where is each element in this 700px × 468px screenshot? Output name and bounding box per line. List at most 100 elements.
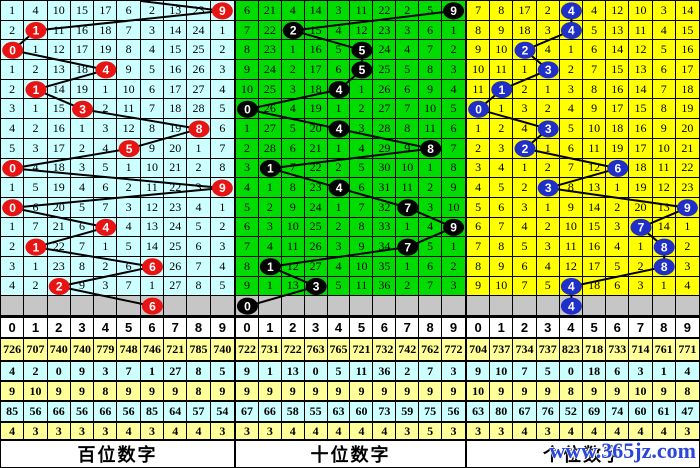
pending-cell <box>94 296 118 316</box>
digit-header-cell: 0 <box>236 318 259 337</box>
trend-cell: 7 <box>236 237 259 257</box>
panel-label-units: 个位数字 <box>467 439 699 467</box>
trend-cell: 1 <box>419 158 443 179</box>
trend-cell: 7 <box>513 276 537 297</box>
stat-cell: 56 <box>447 404 460 418</box>
stat-cell: 3 <box>24 423 48 439</box>
trend-cell: 7 <box>583 60 607 80</box>
pending-cell <box>606 296 630 316</box>
trend-cell: 4 <box>24 158 48 179</box>
pending-cell <box>210 296 234 316</box>
trend-cell: 14 <box>583 197 607 218</box>
trend-cell <box>210 178 234 198</box>
trend-cell: 8 <box>652 99 676 120</box>
trend-cell: 11 <box>350 276 374 297</box>
trend-cell: 9 <box>236 60 259 80</box>
trend-cell: 4 <box>1 276 25 297</box>
stat-cell: 80 <box>490 402 514 421</box>
trend-cell: 29 <box>373 138 397 159</box>
digit-header-cell: 3 <box>537 318 560 337</box>
trend-cell: 8 <box>117 40 141 61</box>
digit-header-cell: 0 <box>467 318 491 337</box>
stat-row-1: 4 2 0 9 3 7 1 27 8 5 <box>1 360 234 380</box>
digit-header-cell: 8 <box>419 318 443 337</box>
stat-cell: 66 <box>94 402 118 421</box>
trend-cell: 1 <box>559 40 583 61</box>
trend-grid-units: 7 8 17 2 4 12 10 3 14 8 9 18 3 5 13 11 4 15 9 10 4 1 6 14 12 5 16 1… <box>467 1 699 316</box>
trend-cell: 1 <box>117 158 141 179</box>
trend-cell: 2 <box>396 276 420 297</box>
trend-cell: 24 <box>164 217 188 238</box>
trend-cell: 27 <box>304 256 328 277</box>
stat-cell: 4 <box>164 423 188 439</box>
stat-cell: 3 <box>94 423 118 439</box>
trend-cell: 12 <box>559 256 583 277</box>
trend-cell: 25 <box>164 237 188 257</box>
stat-cell: 3 <box>71 423 95 439</box>
trend-cell: 4 <box>187 197 211 218</box>
trend-cell: 6 <box>419 256 443 277</box>
digit-header-cell: 1 <box>490 318 514 337</box>
stat-cell: 9 <box>117 382 141 400</box>
trend-cell: 11 <box>652 158 676 179</box>
stat-cell: 4 <box>606 423 630 439</box>
trend-cell: 26 <box>187 60 211 80</box>
trend-cell: 24 <box>187 20 211 41</box>
stat-cell: 740 <box>213 342 232 356</box>
trend-cell: 27 <box>258 119 282 139</box>
stat-cell: 9 <box>537 382 560 400</box>
trend-cell: 2 <box>1 237 25 257</box>
trend-cell: 11 <box>396 178 420 198</box>
trend-cell <box>559 1 583 21</box>
trend-cell: 13 <box>47 60 71 80</box>
trend-cell: 2 <box>258 197 282 218</box>
trend-cell: 8 <box>350 217 374 238</box>
trend-cell: 25 <box>373 60 397 80</box>
trend-cell: 7 <box>652 79 676 100</box>
trend-cell: 5 <box>419 1 443 21</box>
trend-cell: 1 <box>210 197 234 218</box>
trend-cell: 4 <box>117 217 141 238</box>
trend-cell: 1 <box>258 276 282 297</box>
stat-cell: 3 <box>236 423 259 439</box>
trend-cell: 23 <box>675 178 699 198</box>
trend-cell: 8 <box>236 40 259 61</box>
stat-cell: 59 <box>396 402 420 421</box>
pending-cell <box>513 296 537 316</box>
trend-cell: 9 <box>467 276 491 297</box>
stat-cell: 731 <box>259 339 282 360</box>
trend-cell: 9 <box>281 197 305 218</box>
trend-cell: 22 <box>304 158 328 179</box>
trend-cell: 12 <box>652 178 676 198</box>
trend-cell: 3 <box>652 1 676 21</box>
trend-cell <box>327 119 351 139</box>
trend-cell: 4 <box>536 256 560 277</box>
trend-cell: 20 <box>164 138 188 159</box>
trend-cell: 17 <box>629 138 653 159</box>
trend-cell: 10 <box>281 217 305 238</box>
trend-cell: 3 <box>490 138 514 159</box>
trend-cell: 7 <box>117 20 141 41</box>
trend-cell: 4 <box>24 1 48 21</box>
trend-cell: 6 <box>350 178 374 198</box>
trend-cell: 4 <box>442 79 465 100</box>
stat-cell: 9 <box>606 382 630 400</box>
stat-cell: 3 <box>450 363 457 378</box>
stat-cell: 3 <box>629 362 653 380</box>
trend-cell: 1 <box>94 79 118 100</box>
stat-cell: 56 <box>24 402 48 421</box>
trend-cell: 7 <box>467 1 491 21</box>
trend-cell: 26 <box>258 99 282 120</box>
stat-cell: 9 <box>653 382 676 400</box>
stat-cell: 4 <box>282 423 305 439</box>
trend-cell: 1 <box>513 60 537 80</box>
stat-cell: 8 <box>560 382 583 400</box>
trend-cell: 10 <box>559 217 583 238</box>
trend-cell: 5 <box>117 237 141 257</box>
trend-cell: 5 <box>442 99 465 120</box>
trend-cell: 5 <box>210 276 234 297</box>
